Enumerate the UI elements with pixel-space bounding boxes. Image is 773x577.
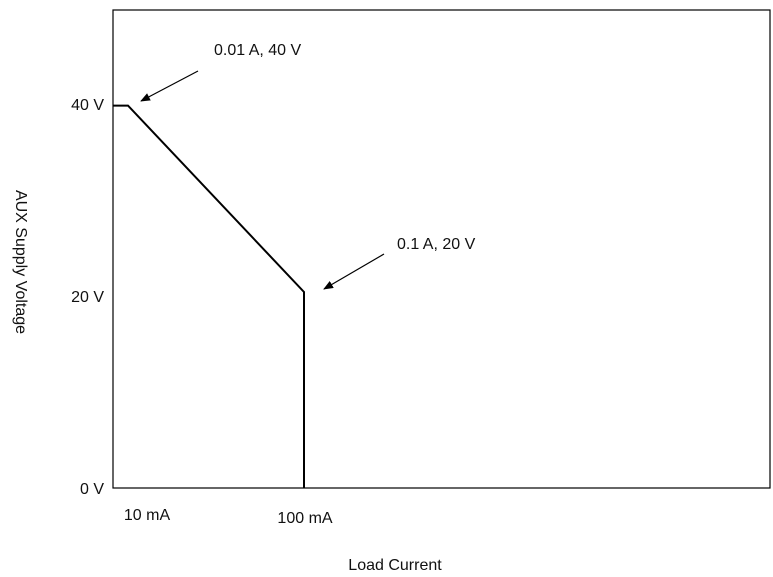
y-tick-label-0: 0 V <box>80 481 104 498</box>
annotation-label-1: 0.01 A, 40 V <box>214 42 302 59</box>
plot-frame <box>112 9 771 489</box>
annotation-arrow-1 <box>140 70 199 102</box>
y-axis-label: AUX Supply Voltage <box>12 190 29 334</box>
series-line <box>113 104 305 488</box>
annotation-arrow-2 <box>323 253 385 290</box>
x-axis-label: Load Current <box>348 557 442 574</box>
y-tick-label-40: 40 V <box>71 97 104 114</box>
x-tick-label-100ma: 100 mA <box>277 510 332 527</box>
annotation-label-2: 0.1 A, 20 V <box>397 236 476 253</box>
x-tick-label-10ma: 10 mA <box>124 507 171 524</box>
y-tick-label-20: 20 V <box>71 289 104 306</box>
